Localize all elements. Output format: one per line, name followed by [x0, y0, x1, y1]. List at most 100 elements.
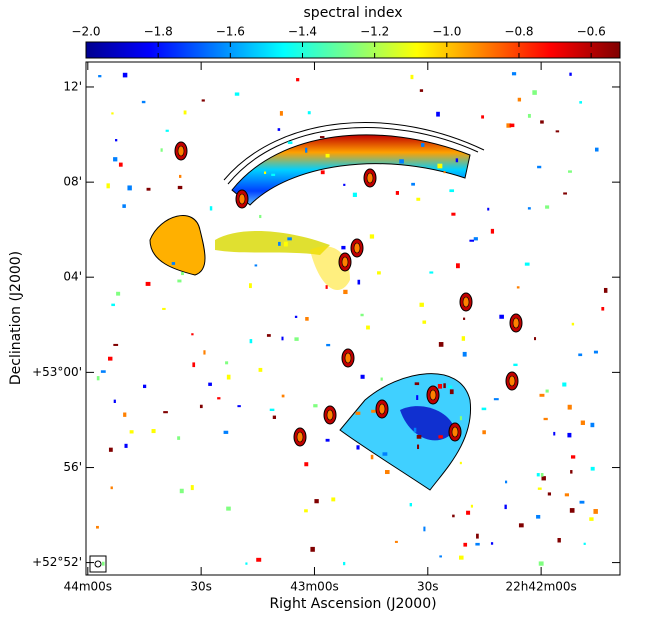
- speckle: [279, 111, 283, 116]
- speckle: [603, 287, 608, 293]
- speckle: [509, 123, 515, 128]
- speckle: [541, 476, 546, 481]
- relic-arc: [231, 134, 471, 206]
- speckle: [326, 343, 331, 347]
- speckle: [382, 452, 388, 456]
- speckle: [569, 508, 575, 513]
- speckle: [570, 470, 573, 474]
- speckle: [360, 313, 364, 317]
- y-tick-label: +52°52': [32, 555, 82, 569]
- speckle: [527, 113, 531, 118]
- speckle: [183, 110, 187, 115]
- speckle: [473, 237, 478, 241]
- speckle: [272, 415, 277, 419]
- speckle: [537, 487, 542, 490]
- x-tick-label: 30s: [417, 580, 439, 594]
- speckle: [123, 412, 127, 417]
- speckle: [537, 165, 542, 169]
- speckle: [439, 555, 442, 558]
- speckle: [416, 395, 419, 400]
- speckle: [567, 432, 572, 438]
- speckle: [564, 493, 570, 497]
- speckle: [208, 382, 212, 386]
- speckle: [414, 382, 420, 386]
- speckle: [360, 374, 365, 379]
- speckle: [563, 192, 567, 195]
- speckle: [145, 281, 151, 286]
- speckle: [237, 405, 241, 408]
- speckle: [304, 462, 309, 467]
- contour: [344, 352, 352, 364]
- speckle: [111, 303, 115, 307]
- y-tick-label: 12': [63, 79, 82, 93]
- contour: [238, 193, 246, 205]
- speckle: [190, 485, 194, 491]
- speckle: [449, 189, 455, 193]
- speckle: [553, 431, 556, 436]
- y-axis-label: Declination (J2000): [8, 251, 24, 385]
- speckle: [409, 502, 413, 507]
- speckle: [513, 363, 518, 367]
- contour: [341, 256, 349, 268]
- speckle: [524, 262, 530, 266]
- speckle: [343, 183, 346, 186]
- y-tick-label: 56': [63, 460, 82, 474]
- speckle: [504, 504, 507, 510]
- speckle: [569, 72, 572, 76]
- speckle: [511, 72, 517, 76]
- speckle: [226, 506, 231, 511]
- speckle: [416, 434, 422, 439]
- speckle: [96, 376, 100, 381]
- speckle: [601, 306, 605, 311]
- speckle: [543, 417, 548, 421]
- colorbar-tick-label: −1.6: [216, 25, 245, 39]
- speckle: [151, 429, 156, 434]
- speckle: [171, 262, 176, 265]
- speckle: [341, 245, 346, 250]
- speckle: [443, 383, 446, 389]
- y-tick-label: +53°00': [32, 365, 82, 379]
- speckle: [304, 509, 308, 513]
- speckle: [423, 526, 426, 532]
- speckle: [417, 444, 420, 450]
- speckle: [370, 454, 374, 460]
- speckle: [545, 389, 549, 393]
- speckle: [283, 241, 288, 247]
- speckle: [111, 112, 114, 115]
- speckle: [567, 404, 572, 410]
- speckle: [101, 561, 105, 566]
- speckle: [395, 191, 399, 195]
- speckle: [201, 99, 205, 102]
- speckle: [259, 214, 262, 219]
- speckle: [366, 325, 370, 330]
- speckle: [579, 101, 583, 104]
- colorbar-label: spectral index: [304, 5, 403, 21]
- contour: [353, 242, 361, 254]
- diffuse: [215, 230, 330, 255]
- speckle: [411, 182, 415, 186]
- speckle: [570, 455, 576, 459]
- speckle: [410, 74, 414, 80]
- speckle: [422, 320, 427, 324]
- colorbar-tick-label: −2.0: [71, 25, 100, 39]
- contour: [366, 172, 374, 184]
- speckle: [413, 427, 417, 433]
- x-tick-label: 22h42m00s: [505, 580, 576, 594]
- speckle: [277, 128, 281, 131]
- speckle: [540, 120, 544, 124]
- speckle: [438, 342, 444, 347]
- speckle: [463, 317, 466, 320]
- x-axis-label: Right Ascension (J2000): [269, 596, 436, 612]
- speckle: [113, 399, 116, 403]
- colorbar-tick-label: −0.6: [577, 25, 606, 39]
- speckle: [562, 382, 567, 387]
- speckle: [463, 542, 468, 547]
- speckle: [459, 555, 464, 560]
- speckle: [371, 409, 376, 413]
- contour: [177, 145, 185, 157]
- speckle: [245, 562, 248, 565]
- speckle: [116, 291, 121, 296]
- relic-south-core: [400, 406, 455, 441]
- speckle: [331, 497, 336, 502]
- speckle: [394, 540, 398, 543]
